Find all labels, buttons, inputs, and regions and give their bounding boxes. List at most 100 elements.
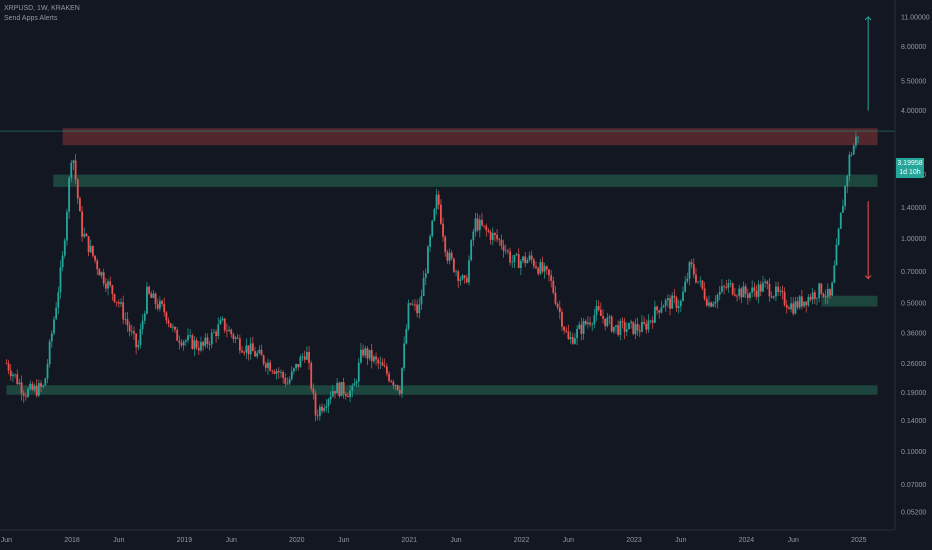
candle-up xyxy=(634,324,637,335)
candle-down xyxy=(375,356,377,360)
candle-up xyxy=(290,371,293,380)
candle-up xyxy=(228,329,230,332)
candle-up xyxy=(848,154,851,176)
candle-down xyxy=(22,393,25,396)
candle-down xyxy=(548,269,550,276)
candle-down xyxy=(109,281,112,286)
candle-down xyxy=(535,266,537,269)
candle-up xyxy=(55,307,58,320)
candle-up xyxy=(353,383,356,386)
candle-down xyxy=(7,363,10,371)
candle-down xyxy=(783,292,786,305)
candle-down xyxy=(269,362,272,371)
time-tick-label: Jun xyxy=(563,537,574,544)
time-tick-label: 2021 xyxy=(401,537,417,544)
candle-up xyxy=(143,313,146,321)
candle-up xyxy=(721,286,723,292)
candle-down xyxy=(483,225,486,227)
candle-up xyxy=(855,136,857,146)
candle-down xyxy=(169,323,172,328)
candle-down xyxy=(377,359,380,364)
candle-down xyxy=(502,245,505,251)
candle-down xyxy=(507,250,509,252)
candle-up xyxy=(478,219,481,231)
candle-down xyxy=(753,287,756,291)
candle-up xyxy=(816,297,818,299)
candle-down xyxy=(180,343,183,346)
candle-down xyxy=(282,371,285,378)
candle-down xyxy=(226,330,228,332)
alerts-label: Send Apps Alerts xyxy=(4,15,58,22)
price-tick-label: 0.19000 xyxy=(901,390,926,397)
candle-down xyxy=(537,268,540,274)
candle-up xyxy=(612,326,615,332)
zones-layer xyxy=(0,128,895,395)
candle-down xyxy=(260,349,263,356)
candle-up xyxy=(355,381,358,384)
candle-down xyxy=(385,366,388,374)
candle-down xyxy=(558,307,561,313)
candle-up xyxy=(504,250,507,252)
candle-up xyxy=(835,244,838,266)
candle-up xyxy=(217,324,220,337)
candle-up xyxy=(826,288,829,298)
price-tick-label: 0.07000 xyxy=(901,482,926,489)
candle-down xyxy=(636,324,639,331)
candle-down xyxy=(241,350,243,353)
candle-down xyxy=(740,288,743,298)
candle-up xyxy=(647,320,650,330)
candle-down xyxy=(597,306,600,310)
candle-up xyxy=(794,301,797,314)
candle-up xyxy=(53,319,55,334)
time-tick-label: Jun xyxy=(1,537,12,544)
candle-up xyxy=(275,370,278,374)
candle-down xyxy=(731,283,734,295)
candle-down xyxy=(310,362,313,389)
candle-up xyxy=(526,259,529,264)
candle-up xyxy=(42,385,45,387)
candle-down xyxy=(669,298,671,309)
price-axis[interactable]: 11.000008.000005.500004.000002.000001.40… xyxy=(894,0,930,530)
candle-down xyxy=(736,295,738,297)
candle-down xyxy=(247,345,250,355)
candle-down xyxy=(264,363,267,368)
candle-down xyxy=(723,286,725,288)
candle-down xyxy=(530,255,533,260)
candle-up xyxy=(586,322,589,325)
candle-up xyxy=(666,298,669,301)
candle-up xyxy=(340,382,343,396)
candle-down xyxy=(122,302,125,320)
candle-up xyxy=(569,337,572,340)
candle-up xyxy=(662,305,665,308)
candle-down xyxy=(809,296,812,300)
candle-down xyxy=(195,340,198,348)
candle-down xyxy=(623,322,626,332)
candle-down xyxy=(416,304,419,314)
candle-down xyxy=(303,356,306,360)
candle-up xyxy=(221,318,224,320)
candle-down xyxy=(561,312,563,327)
price-tick-label: 5.50000 xyxy=(901,79,926,86)
candle-up xyxy=(372,356,375,362)
candle-up xyxy=(790,303,792,310)
candle-up xyxy=(649,320,652,322)
candle-down xyxy=(156,304,159,309)
candle-up xyxy=(46,364,49,379)
candle-down xyxy=(20,382,23,394)
candle-up xyxy=(742,286,745,298)
candle-up xyxy=(679,300,682,307)
candle-down xyxy=(695,274,697,283)
candle-up xyxy=(857,136,859,138)
candle-down xyxy=(829,288,831,296)
candle-up xyxy=(407,303,410,329)
candle-down xyxy=(243,352,246,354)
price-tick-label: 0.50000 xyxy=(901,300,926,307)
time-axis[interactable]: Jun 2018 Jun 2019 Jun 2020 Jun 2021 Jun 2022 Jun 20… xyxy=(0,529,895,544)
candle-down xyxy=(824,296,827,298)
candle-down xyxy=(206,337,209,345)
candle-down xyxy=(117,302,120,304)
candle-up xyxy=(844,186,847,207)
candle-down xyxy=(800,296,803,307)
candle-down xyxy=(414,304,416,306)
